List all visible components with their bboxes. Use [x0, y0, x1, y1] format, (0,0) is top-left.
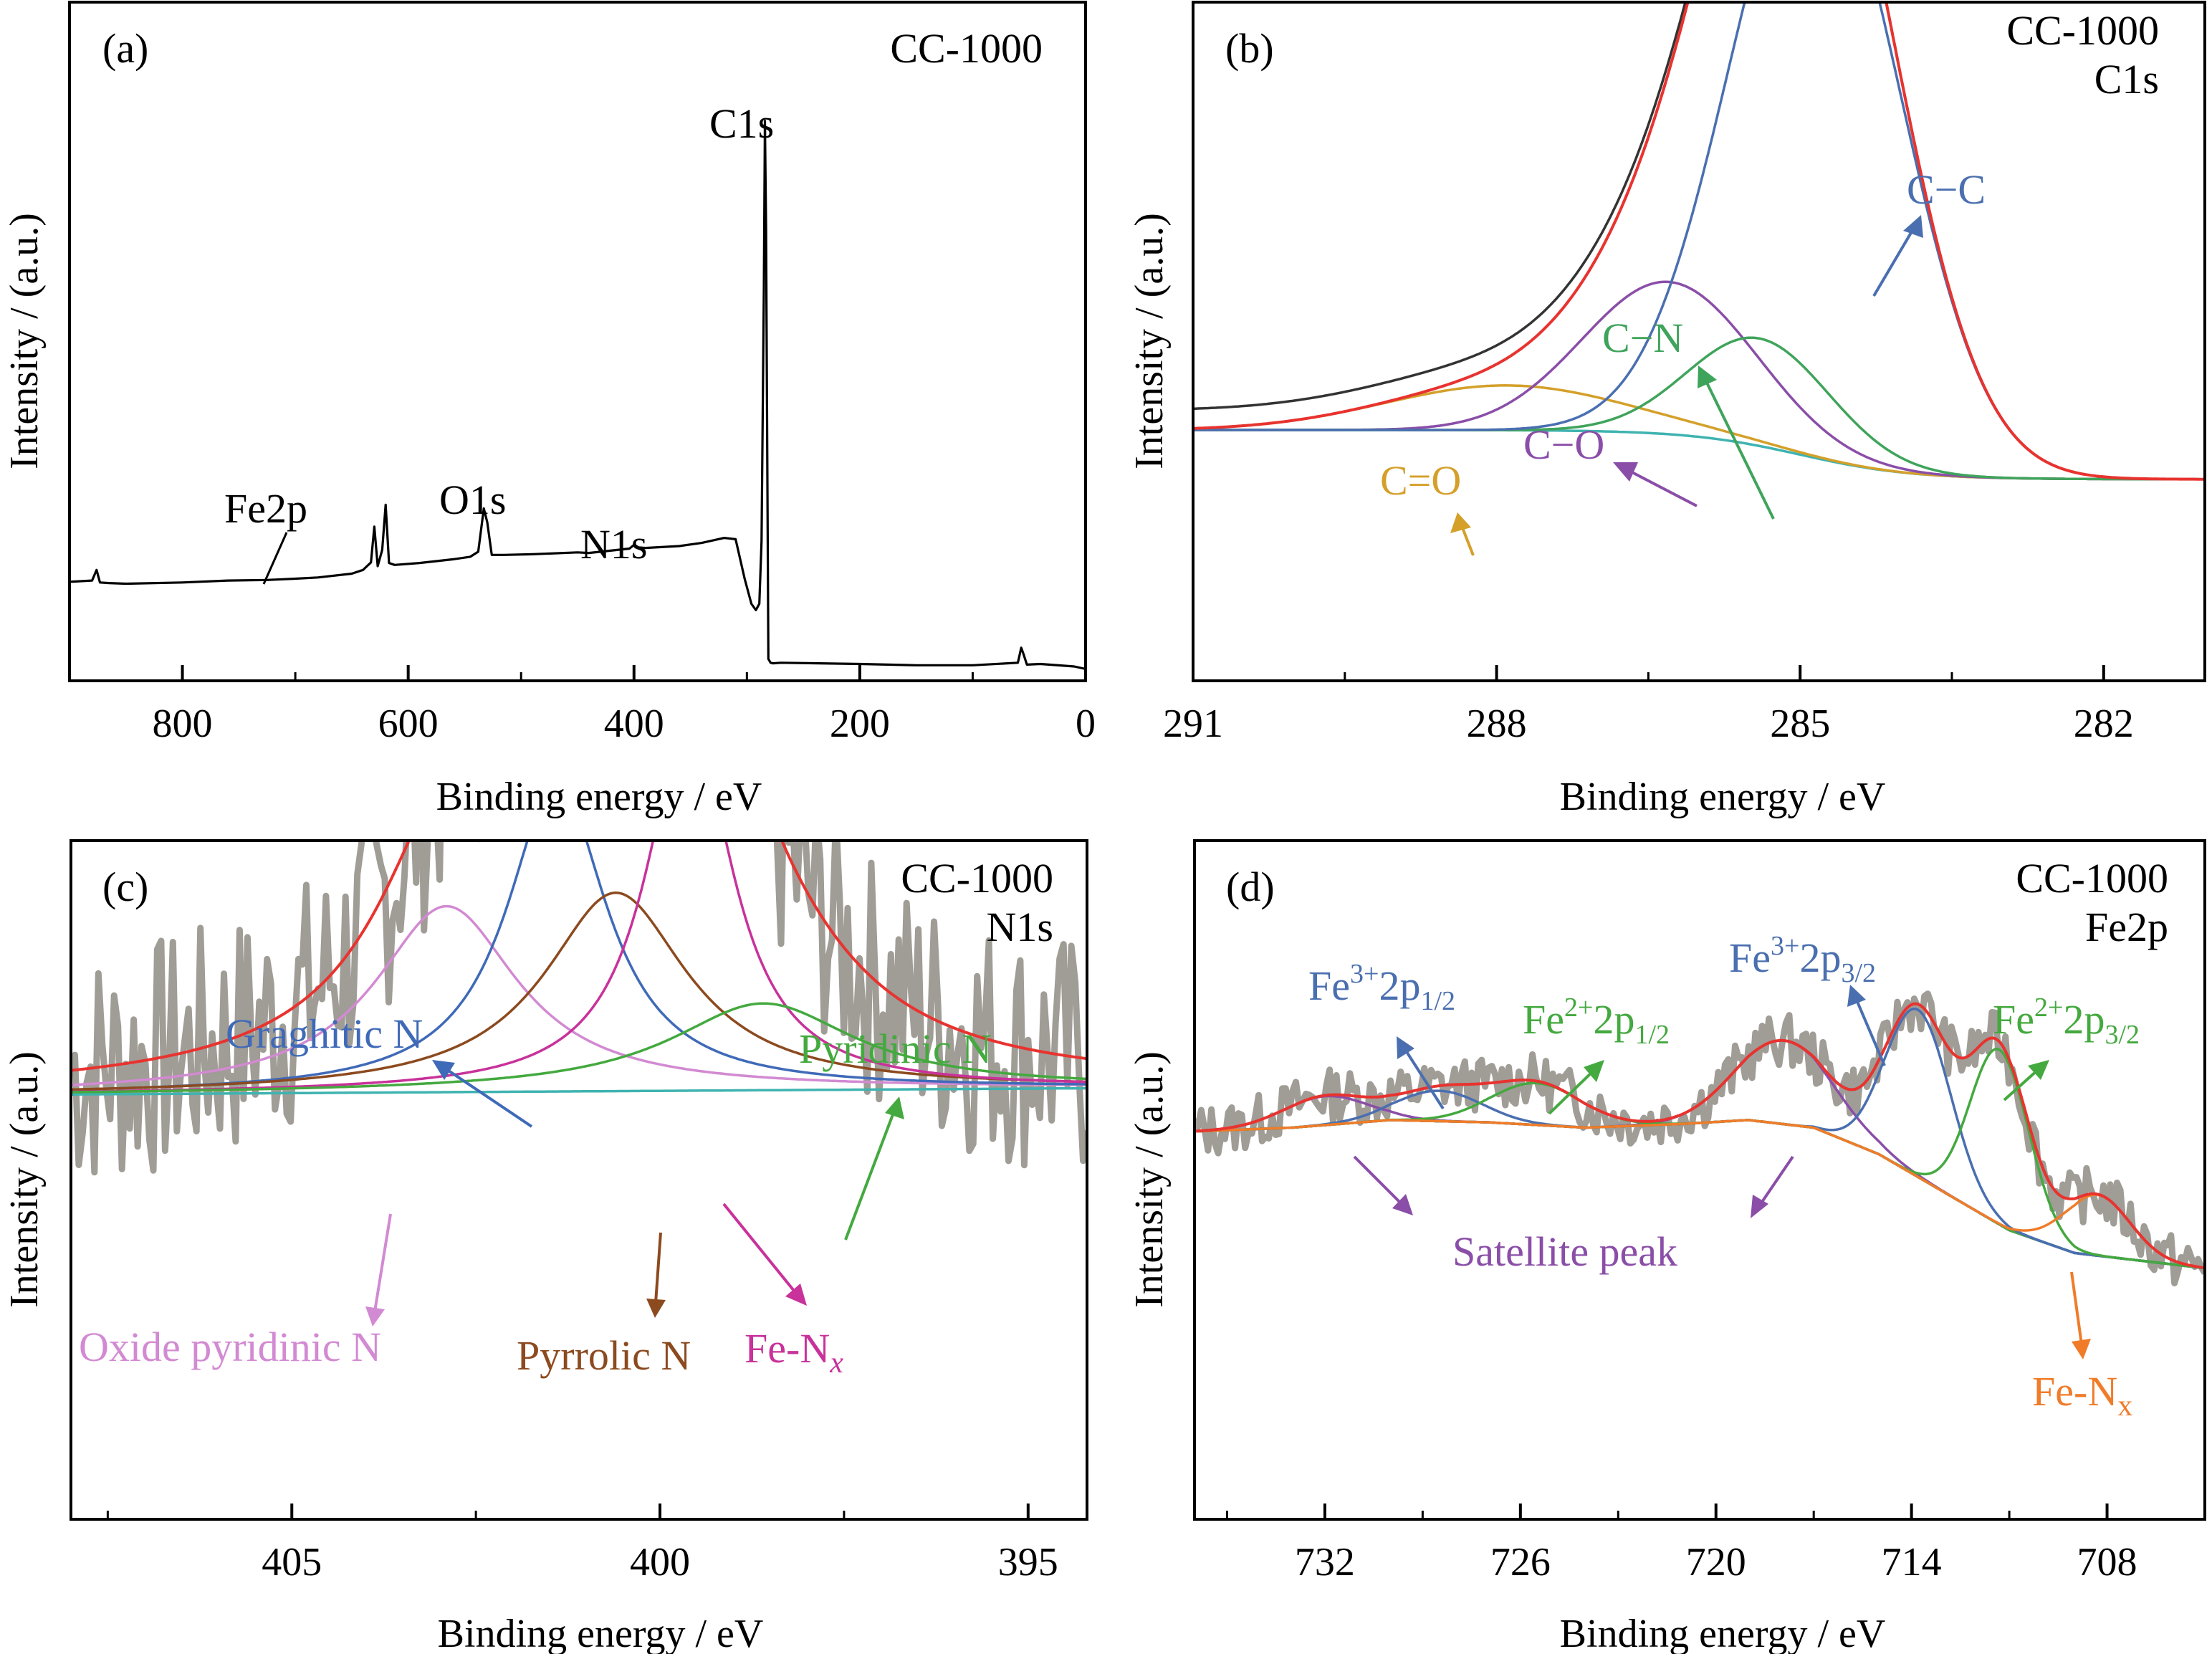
panel-c-ticks: 405 400 395 — [106, 1504, 1058, 1584]
raw-spectrum-line — [1193, 2, 2205, 481]
panel-a-fe2p-label: Fe2p — [224, 485, 307, 532]
panel-c-xlabel: Binding energy / eV — [438, 1612, 764, 1654]
panel-d-region: Fe2p — [2085, 904, 2168, 950]
panel-b-arrows — [1450, 215, 1923, 556]
panel-a-ticks: 800 600 400 200 0 — [153, 665, 1096, 746]
x-tick-label: 400 — [630, 1540, 690, 1584]
panel-d-ylabel: Intensity / (a.u.) — [1127, 1051, 1172, 1308]
x-tick-label: 291 — [1163, 702, 1223, 746]
panel-c-pyrrolic-label: Pyrrolic N — [517, 1332, 691, 1379]
fit-peak-line — [71, 904, 1087, 1086]
panel-a-series — [70, 120, 1086, 671]
x-tick-label: 0 — [1076, 702, 1096, 746]
panel-b-co-label: C−O — [1523, 421, 1604, 468]
fit-peak-line — [71, 1002, 1087, 1094]
panel-d-frame — [1193, 839, 2206, 1521]
background-line — [71, 1086, 1087, 1096]
panel-a-fe2p-pointer — [262, 532, 288, 585]
panel-d-fe3-2p12-label: Fe3+2p1/2 — [1308, 959, 1455, 1016]
panel-b-region: C1s — [2094, 56, 2159, 102]
survey-spectrum-line — [70, 120, 1086, 671]
fit-peak-line — [1193, 336, 2205, 481]
panel-a-n1s-label: N1s — [580, 521, 647, 568]
panel-c-region: N1s — [987, 904, 1053, 950]
panel-c-graphitic-label: Graghitic N — [226, 1010, 423, 1057]
raw-spectrum-line — [71, 841, 1087, 1176]
panel-d-sample: CC-1000 — [2016, 855, 2168, 902]
panel-d-label: (d) — [1226, 864, 1275, 910]
panel-c-oxide-label: Oxide pyridinic N — [79, 1324, 381, 1370]
panel-b-ceqo-label: C=O — [1380, 457, 1461, 504]
x-tick-label: 395 — [998, 1540, 1058, 1584]
fit-peak-line — [1194, 1119, 2205, 1269]
fit-peak-line — [1194, 1089, 2205, 1270]
fit-peak-line — [1194, 1008, 2205, 1270]
x-tick-label: 800 — [153, 702, 213, 746]
x-tick-label: 714 — [1882, 1540, 1942, 1584]
x-tick-label: 600 — [378, 702, 439, 746]
panel-c-ylabel: Intensity / (a.u.) — [2, 1051, 47, 1308]
x-tick-label: 288 — [1467, 702, 1527, 746]
panel-a-label: (a) — [102, 25, 148, 72]
panel-b-cc-label: C−C — [1907, 166, 1986, 213]
envelope-line — [1194, 1002, 2205, 1270]
x-tick-label: 400 — [604, 702, 664, 746]
envelope-line — [71, 841, 1087, 1072]
panel-b: 291 288 285 282 (b) CC-1000 C1s C−C C−N C−O… — [1127, 1, 2206, 819]
panel-a-xlabel: Binding energy / eV — [436, 775, 762, 819]
x-tick-label: 285 — [1770, 702, 1830, 746]
x-tick-label: 200 — [830, 702, 890, 746]
x-tick-label: 282 — [2074, 702, 2134, 746]
x-tick-label: 405 — [262, 1540, 322, 1584]
envelope-line — [1193, 2, 2205, 481]
panel-b-series — [1193, 2, 2205, 481]
panel-b-ticks: 291 288 285 282 — [1163, 665, 2134, 746]
panel-b-label: (b) — [1225, 25, 1274, 72]
panel-b-cn-label: C−N — [1602, 315, 1683, 361]
panel-c-frame — [70, 839, 1088, 1521]
panel-b-sample: CC-1000 — [2006, 7, 2159, 54]
panel-d-arrows — [1353, 985, 2091, 1359]
panel-c-arrows — [365, 1060, 904, 1326]
panel-b-ylabel: Intensity / (a.u.) — [1127, 213, 1172, 469]
panel-c-pyridinic-label: Pyridinic N — [799, 1026, 992, 1072]
panel-b-xlabel: Binding energy / eV — [1560, 775, 1886, 819]
panel-d-satellite-label: Satellite peak — [1452, 1228, 1677, 1275]
panel-d-fe2-2p12-label: Fe2+2p1/2 — [1523, 993, 1670, 1050]
panel-a: 800 600 400 200 0 (a) CC-1000 C1s O1s N1s Fe… — [2, 1, 1096, 819]
panel-d-xlabel: Binding energy / eV — [1560, 1612, 1886, 1654]
x-tick-label: 726 — [1490, 1540, 1551, 1584]
panel-a-frame — [68, 1, 1087, 682]
panel-c-sample: CC-1000 — [901, 855, 1053, 902]
panel-a-ylabel: Intensity / (a.u.) — [2, 213, 47, 469]
x-tick-label: 720 — [1686, 1540, 1746, 1584]
x-tick-label: 708 — [2077, 1540, 2137, 1584]
fit-peak-line — [1194, 1039, 2205, 1270]
panel-c-fenx-label: Fe-Nx — [744, 1325, 843, 1380]
panel-a-o1s-label: O1s — [439, 477, 506, 523]
panel-c: 405 400 395 (c) CC-1000 N1s Graghitic N Py… — [2, 839, 1088, 1654]
background-line — [1193, 429, 2205, 481]
panel-d-series — [1194, 990, 2205, 1286]
panel-d-fe3-2p32-label: Fe3+2p3/2 — [1729, 931, 1876, 988]
panel-d-fenx-label: Fe-Nx — [2032, 1368, 2132, 1423]
x-tick-label: 732 — [1295, 1540, 1355, 1584]
panel-a-c1s-label: C1s — [709, 100, 774, 147]
panel-d-ticks: 732 726 720 714 708 — [1225, 1504, 2137, 1584]
panel-d-fe2-2p32-label: Fe2+2p3/2 — [1993, 993, 2140, 1050]
panel-b-frame — [1192, 1, 2206, 682]
panel-c-label: (c) — [102, 864, 148, 910]
panel-d: 732 726 720 714 708 (d) CC-1000 Fe2p Fe3+2p1… — [1127, 839, 2206, 1654]
panel-a-sample: CC-1000 — [890, 25, 1043, 72]
panel-c-series — [71, 841, 1087, 1176]
fit-peak-line — [71, 891, 1087, 1091]
fit-peak-line — [1193, 2, 2205, 481]
raw-spectrum-line — [1194, 990, 2205, 1286]
